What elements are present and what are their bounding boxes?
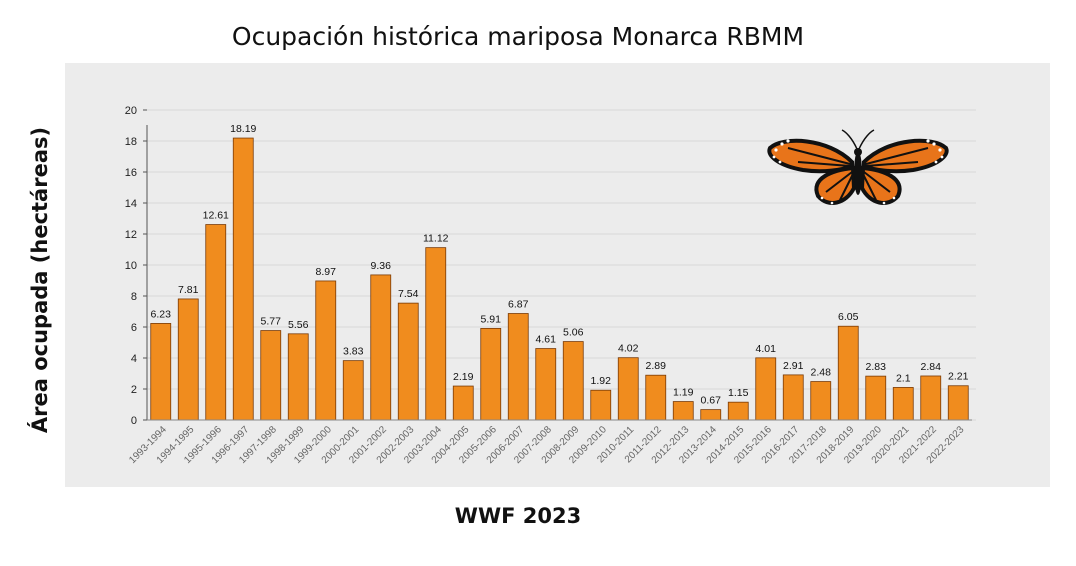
bar	[260, 330, 282, 421]
y-tick-label: 20	[125, 105, 137, 117]
data-label: 4.02	[618, 343, 639, 355]
y-tick-label: 2	[131, 384, 137, 396]
data-label: 2.89	[646, 360, 667, 372]
data-label: 2.19	[453, 371, 474, 383]
data-label: 2.21	[948, 371, 969, 383]
bar	[782, 374, 804, 421]
y-tick-label: 8	[131, 291, 137, 303]
y-axis: 0 2 4 6 8 10 12 14 16 18 20	[125, 105, 148, 427]
data-label: 12.61	[203, 210, 229, 222]
data-label: 5.56	[288, 319, 309, 331]
y-tick-label: 16	[125, 167, 137, 179]
bar	[755, 357, 777, 421]
monarch-butterfly-icon	[767, 129, 949, 205]
bar	[920, 375, 942, 421]
y-tick-label: 10	[125, 260, 137, 272]
bar	[810, 381, 832, 421]
bar	[947, 385, 969, 421]
bar	[452, 385, 474, 421]
bar	[617, 357, 639, 421]
data-label: 1.92	[591, 375, 612, 387]
data-label: 4.61	[536, 334, 557, 346]
bar	[590, 389, 612, 421]
data-label: 1.15	[728, 387, 749, 399]
data-label: 7.81	[178, 284, 199, 296]
bar	[672, 401, 694, 421]
data-label: 5.91	[481, 313, 502, 325]
bar	[727, 401, 749, 421]
data-label: 2.83	[866, 361, 887, 373]
data-label: 18.19	[230, 123, 256, 135]
data-label: 0.67	[701, 395, 722, 407]
data-label: 7.54	[398, 288, 419, 300]
bar	[370, 274, 392, 421]
data-label: 2.48	[811, 367, 832, 379]
bar	[315, 280, 337, 421]
data-label: 5.06	[563, 327, 584, 339]
data-label: 2.1	[896, 372, 911, 384]
bar	[150, 323, 172, 421]
y-tick-label: 6	[131, 322, 137, 334]
bar	[287, 333, 309, 421]
bar	[562, 341, 584, 421]
data-label: 4.01	[756, 343, 777, 355]
data-label: 3.83	[343, 346, 364, 358]
data-label: 9.36	[371, 260, 392, 272]
bar	[837, 325, 859, 421]
y-tick-label: 14	[125, 198, 137, 210]
bar	[700, 409, 722, 421]
data-label: 2.91	[783, 360, 804, 372]
bar	[425, 247, 447, 421]
data-label: 6.05	[838, 311, 859, 323]
data-label: 8.97	[316, 266, 337, 278]
data-label: 5.77	[261, 316, 282, 328]
bar	[507, 313, 529, 421]
data-label: 1.19	[673, 387, 694, 399]
bar	[232, 137, 254, 421]
bar	[892, 387, 914, 421]
y-tick-label: 0	[131, 415, 137, 427]
bar	[177, 298, 199, 421]
y-tick-label: 18	[125, 136, 137, 148]
chart-title: Ocupación histórica mariposa Monarca RBM…	[231, 22, 805, 51]
y-tick-label: 4	[131, 353, 137, 365]
bar	[397, 302, 419, 421]
data-label: 6.23	[151, 308, 172, 320]
x-axis: 1993-19941994-19951995-19961996-19971997…	[127, 419, 972, 466]
bar	[535, 348, 557, 421]
y-tick-label: 12	[125, 229, 137, 241]
bar	[480, 327, 502, 421]
source-label: WWF 2023	[454, 504, 582, 528]
bar	[645, 374, 667, 421]
data-label: 2.84	[921, 361, 942, 373]
bar	[865, 375, 887, 421]
bar	[342, 360, 364, 421]
bar	[205, 224, 227, 421]
data-label: 6.87	[508, 299, 529, 311]
data-label: 11.12	[423, 233, 449, 245]
